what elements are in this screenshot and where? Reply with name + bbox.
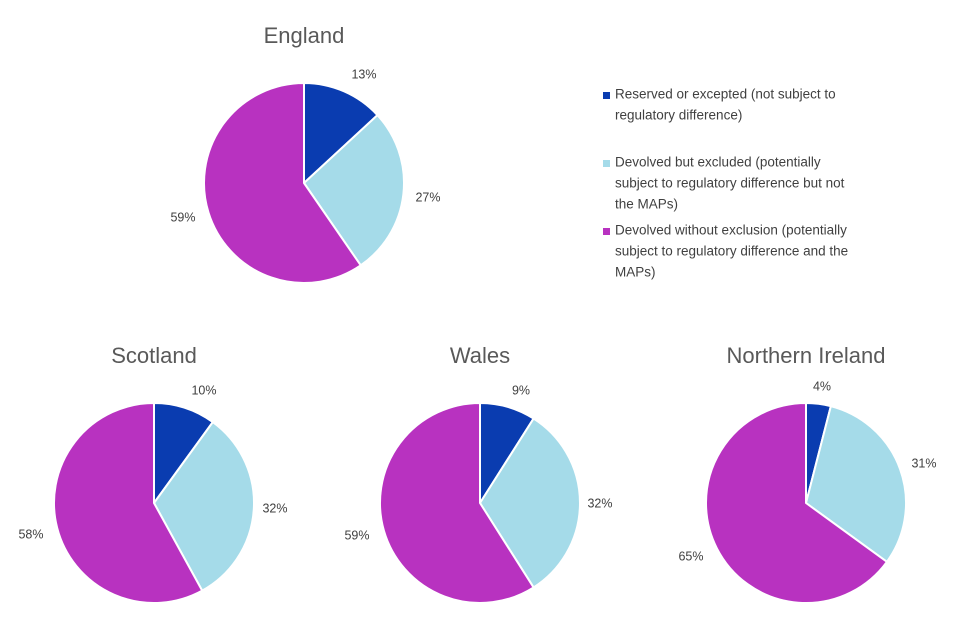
legend-label-line: regulatory difference) <box>615 108 742 123</box>
data-label-excluded: 32% <box>262 501 287 515</box>
legend-swatch <box>603 160 610 167</box>
legend-label-line: Devolved but excluded (potentially <box>615 155 821 170</box>
data-label-excluded: 27% <box>415 190 440 204</box>
legend-swatch <box>603 92 610 99</box>
pie-slice-excluded <box>303 114 405 267</box>
legend-item-excluded: Devolved but excluded (potentially subjec… <box>603 155 845 212</box>
pie-chart-scotland: Scotland 10% 32% 58% <box>18 343 288 604</box>
data-label-reserved: 4% <box>813 379 831 393</box>
chart-title: Wales <box>450 343 510 368</box>
chart-title: England <box>264 23 345 48</box>
legend: Reserved or excepted (not subject to regu… <box>603 87 848 280</box>
legend-label-line: Reserved or excepted (not subject to <box>615 87 836 102</box>
chart-title: Scotland <box>111 343 197 368</box>
legend-label-line: MAPs) <box>615 265 656 280</box>
data-label-without-exclusion: 59% <box>344 528 369 542</box>
legend-item-reserved: Reserved or excepted (not subject to regu… <box>603 87 836 123</box>
data-label-excluded: 31% <box>911 456 936 470</box>
pie-slice-excluded <box>805 405 907 563</box>
data-label-without-exclusion: 65% <box>678 549 703 563</box>
legend-item-without-exclusion: Devolved without exclusion (potentially s… <box>603 223 848 280</box>
legend-swatch <box>603 228 610 235</box>
chart-title: Northern Ireland <box>727 343 886 368</box>
data-label-reserved: 13% <box>351 67 376 81</box>
pie-chart-wales: Wales 9% 32% 59% <box>344 343 613 604</box>
pie-slice-excluded <box>479 417 581 589</box>
pie-slice-reserved <box>303 82 379 184</box>
pie-slice-without-exclusion <box>705 402 888 604</box>
legend-label-line: subject to regulatory difference and the <box>615 244 848 259</box>
pie-chart-northern-ireland: Northern Ireland 4% 31% 65% <box>678 343 937 604</box>
pie-slice-without-exclusion <box>203 82 362 284</box>
data-label-reserved: 9% <box>512 383 530 397</box>
legend-label-line: Devolved without exclusion (potentially <box>615 223 847 238</box>
pie-charts: England 13% 27% 59% Scotland 10% 32% 58% Wales 9%… <box>18 23 937 604</box>
legend-label-line: subject to regulatory difference but not <box>615 176 845 191</box>
pie-slice-without-exclusion <box>378 402 535 604</box>
data-label-excluded: 32% <box>587 496 612 510</box>
legend-label-line: the MAPs) <box>615 197 678 212</box>
data-label-reserved: 10% <box>191 383 216 397</box>
data-label-without-exclusion: 58% <box>18 527 43 541</box>
pie-slice-excluded <box>153 421 255 592</box>
pie-slice-without-exclusion <box>53 402 204 604</box>
pie-chart-england: England 13% 27% 59% <box>170 23 441 284</box>
data-label-without-exclusion: 59% <box>170 210 195 224</box>
